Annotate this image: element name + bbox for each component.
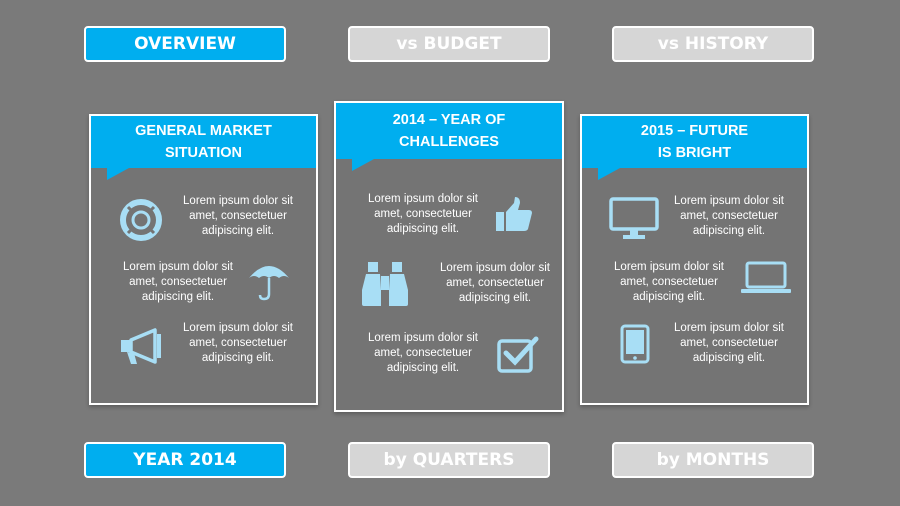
card-item-text: Lorem ipsum dolor sit amet, consectetuer… (368, 193, 478, 235)
card-year-of-challenges: 2014 – YEAR OF CHALLENGES Lorem ipsum do… (334, 101, 564, 412)
card-item-text: Lorem ipsum dolor sit amet, consectetuer… (368, 332, 478, 374)
lifebuoy-icon (119, 198, 163, 242)
tab-vs-history[interactable]: vs HISTORY (612, 26, 814, 62)
monitor-icon (608, 196, 660, 240)
binoculars-icon (360, 260, 410, 308)
card-title-line2: IS BRIGHT (657, 145, 732, 161)
megaphone-icon (119, 328, 165, 368)
tab-vs-budget[interactable]: vs BUDGET (348, 26, 550, 62)
card-title-line1: 2014 – YEAR OF (392, 112, 506, 128)
card-title-line1: GENERAL MARKET (135, 123, 272, 139)
card-item-text: Lorem ipsum dolor sit amet, consectetuer… (183, 322, 293, 364)
card-item-text: Lorem ipsum dolor sit amet, consectetuer… (674, 322, 784, 364)
card-item-text: Lorem ipsum dolor sit amet, consectetuer… (614, 261, 724, 303)
card-title-line2: SITUATION (164, 145, 243, 161)
card-item-text: Lorem ipsum dolor sit amet, consectetuer… (440, 262, 550, 304)
card-title-line1: 2015 – FUTURE (640, 123, 749, 139)
card-item-text: Lorem ipsum dolor sit amet, consectetuer… (123, 261, 233, 303)
card-item-text: Lorem ipsum dolor sit amet, consectetuer… (674, 195, 784, 237)
tab-by-quarters[interactable]: by QUARTERS (348, 442, 550, 478)
card-header: 2014 – YEAR OF CHALLENGES (336, 103, 562, 171)
card-pointer (598, 168, 620, 180)
laptop-icon (740, 260, 792, 296)
card-future-is-bright: 2015 – FUTURE IS BRIGHT Lorem ipsum dolo… (580, 114, 809, 405)
tab-overview[interactable]: OVERVIEW (84, 26, 286, 62)
card-header: 2015 – FUTURE IS BRIGHT (582, 116, 807, 180)
thumbs-up-icon (494, 195, 534, 235)
card-pointer (352, 159, 374, 171)
card-title-line2: CHALLENGES (399, 134, 499, 150)
card-general-market: GENERAL MARKET SITUATION Lorem ipsum dol… (89, 114, 318, 405)
tablet-icon (620, 324, 650, 364)
card-header: GENERAL MARKET SITUATION (91, 116, 316, 180)
card-item-text: Lorem ipsum dolor sit amet, consectetuer… (183, 195, 293, 237)
tab-year-2014[interactable]: YEAR 2014 (84, 442, 286, 478)
checkbox-icon (496, 335, 540, 375)
card-pointer (107, 168, 129, 180)
umbrella-icon (247, 260, 291, 302)
tab-by-months[interactable]: by MONTHS (612, 442, 814, 478)
